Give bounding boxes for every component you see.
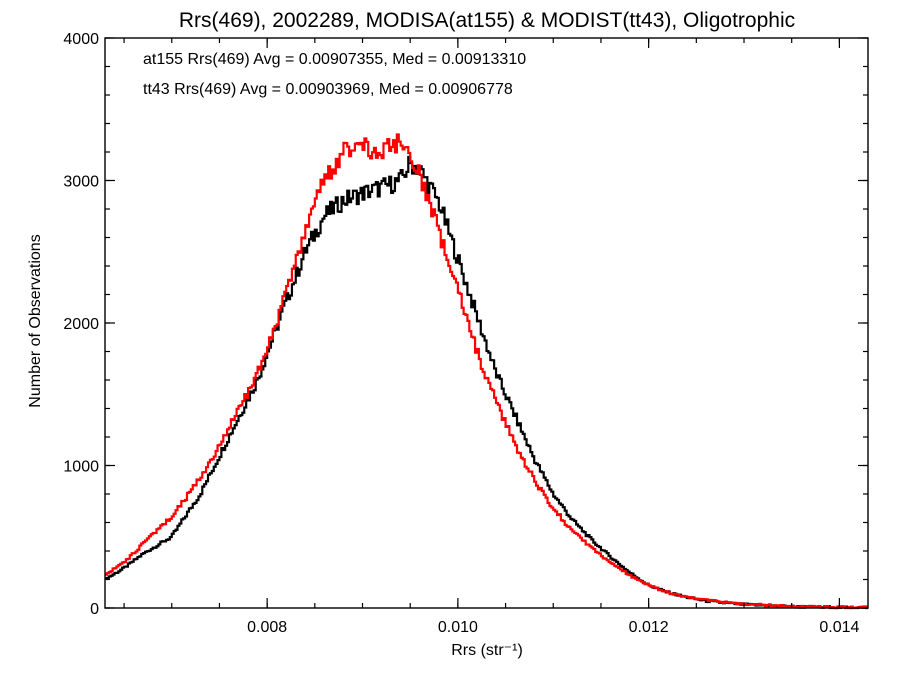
x-tick-label: 0.012 xyxy=(629,619,669,636)
chart-title: Rrs(469), 2002289, MODISA(at155) & MODIS… xyxy=(179,9,795,32)
x-axis-label: Rrs (str⁻¹) xyxy=(451,642,523,659)
series-layer xyxy=(105,133,868,610)
x-tick-label: 0.014 xyxy=(819,619,859,636)
tick-layer: 0.008 0.010 0.012 0.014 0 1000 2000 3000 4000 xyxy=(63,31,868,636)
annotation-red: tt43 Rrs(469) Avg = 0.00903969, Med = 0.… xyxy=(143,81,513,98)
y-tick-label: 2000 xyxy=(63,316,99,333)
x-tick-label: 0.008 xyxy=(247,619,287,636)
y-tick-label: 1000 xyxy=(63,459,99,476)
series-line-red xyxy=(105,133,868,610)
x-tick-label: 0.010 xyxy=(438,619,478,636)
y-tick-label: 3000 xyxy=(63,174,99,191)
y-tick-label: 4000 xyxy=(63,31,99,48)
y-tick-label: 0 xyxy=(90,601,99,618)
annotation-black: at155 Rrs(469) Avg = 0.00907355, Med = 0… xyxy=(143,51,526,68)
y-axis-label: Number of Observations xyxy=(27,234,44,407)
